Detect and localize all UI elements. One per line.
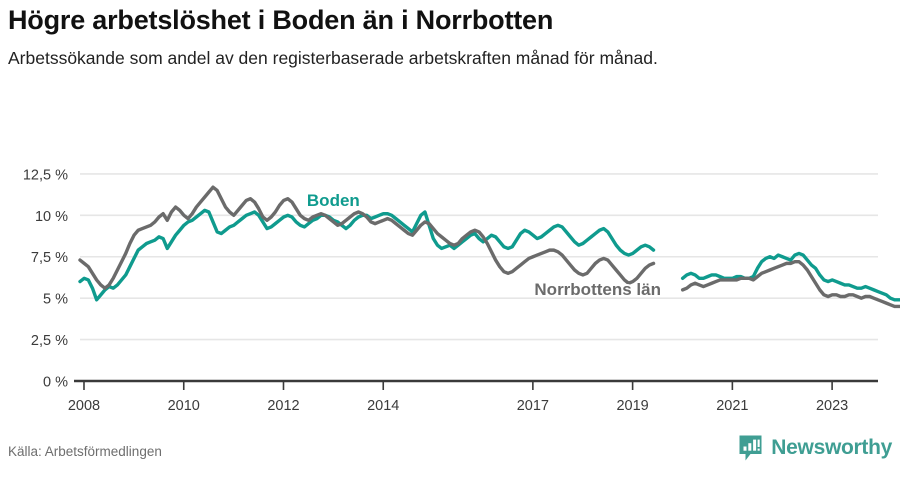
x-axis-tick-label: 2014 — [367, 398, 399, 414]
y-axis-tick-label: 5 % — [43, 292, 68, 308]
chart-footer: Källa: Arbetsförmedlingen Newsworthy — [0, 432, 900, 480]
y-axis-tick-label: 12,5 % — [23, 167, 68, 183]
x-axis-tick-label: 2021 — [716, 398, 748, 414]
x-axis-tick-label: 2017 — [517, 398, 549, 414]
x-axis-tick-label: 2012 — [267, 398, 299, 414]
x-axis-tick-label: 2008 — [68, 398, 100, 414]
x-axis-tick-label: 2019 — [616, 398, 648, 414]
line-chart: 0 % 2,5 % 5 % 7,5 % 10 % 12,5 % 2008 2010 2012 20… — [23, 167, 900, 414]
series-line-norrbottens-l-n — [78, 185, 656, 290]
brand-logo: Newsworthy — [738, 434, 892, 462]
x-axis-tick-label: 2010 — [168, 398, 200, 414]
chart-page: Högre arbetslöshet i Boden än i Norrbott… — [0, 5, 900, 480]
y-axis-tick-label: 2,5 % — [31, 333, 68, 349]
source-note: Källa: Arbetsförmedlingen — [8, 444, 162, 459]
y-axis-tick-label: 10 % — [35, 209, 68, 225]
series-label: Norrbottens län — [534, 280, 661, 299]
x-axis-tick-label: 2023 — [816, 398, 848, 414]
y-axis-tick-label: 7,5 % — [31, 250, 68, 266]
page-title: Högre arbetslöshet i Boden än i Norrbott… — [8, 5, 554, 35]
y-axis-tick-label: 0 % — [43, 375, 68, 391]
series-line-norrbottens-l-n — [680, 260, 900, 309]
brand-name: Newsworthy — [771, 436, 892, 459]
series-label: Boden — [307, 191, 360, 210]
chart-area: 0 % 2,5 % 5 % 7,5 % 10 % 12,5 % 2008 2010 2012 20… — [0, 141, 900, 426]
bar-chart-bubble-icon — [739, 435, 762, 461]
page-subtitle: Arbetssökande som andel av den registerb… — [8, 48, 658, 69]
